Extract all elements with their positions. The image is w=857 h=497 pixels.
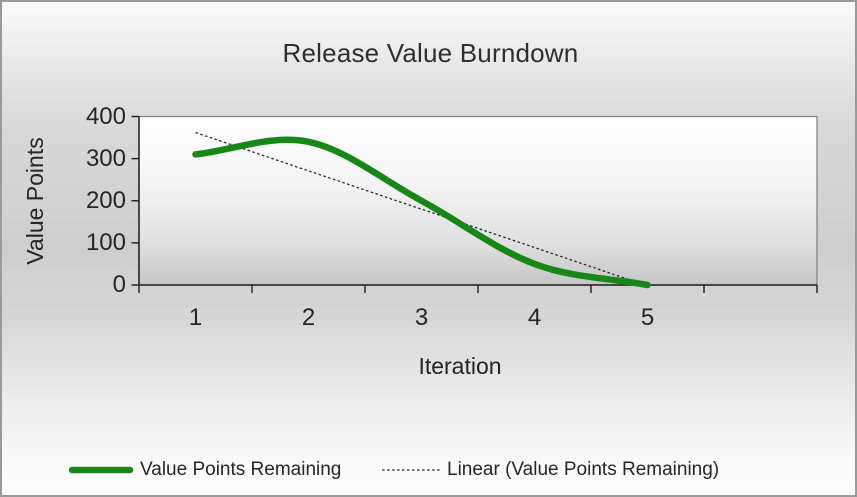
y-tick-label: 0 [112, 271, 126, 298]
legend-label-trendline: Linear (Value Points Remaining) [447, 459, 720, 480]
x-axis-title: Iteration [418, 353, 502, 379]
x-tick-label: 5 [640, 304, 655, 331]
y-tick-label: 400 [85, 102, 126, 130]
series-line-swatch [68, 466, 134, 474]
legend-item-series[interactable]: Value Points Remaining [68, 457, 341, 483]
x-tick-label: 3 [414, 304, 429, 331]
y-tick-label: 100 [85, 228, 126, 256]
x-tick-label: 4 [527, 304, 542, 331]
plot-area[interactable] [138, 115, 818, 286]
series-line-value-points-remaining[interactable] [192, 136, 651, 289]
legend-label-series: Value Points Remaining [140, 459, 342, 480]
legend-item-trendline[interactable]: Linear (Value Points Remaining) [381, 457, 719, 483]
trendline-swatch [382, 469, 440, 471]
chart-title: Release Value Burndown [282, 38, 579, 68]
y-tick-label: 300 [85, 144, 126, 172]
x-tick-label: 1 [188, 304, 203, 331]
y-tick-label: 200 [85, 186, 126, 214]
x-tick-label: 2 [301, 304, 316, 331]
